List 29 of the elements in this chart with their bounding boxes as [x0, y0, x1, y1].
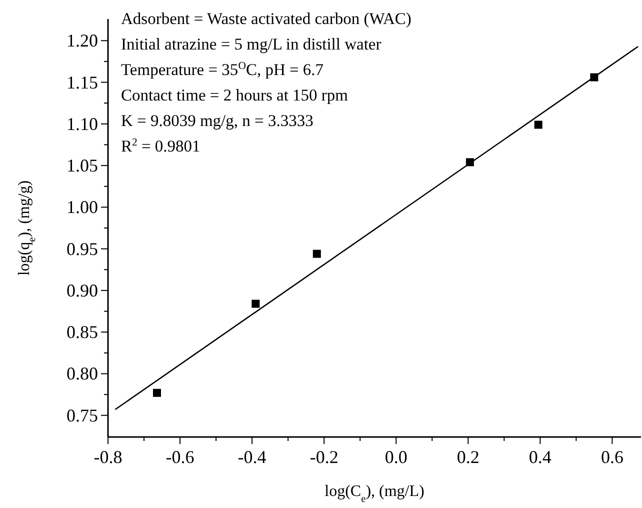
x-tick-label: -0.2 — [310, 447, 338, 467]
y-tick-label: 1.00 — [66, 197, 98, 218]
point — [534, 120, 542, 129]
annotation: R$^{2}$ = 0.9801 — [121, 136, 200, 156]
x-tick-label: -0.4 — [238, 447, 266, 467]
y-tick-label: 1.15 — [66, 72, 98, 92]
x-axis-title: log(C$_{e}$), (mg/L) — [324, 483, 424, 504]
annotation: Initial atrazine = 5 mg/L in distill water — [121, 34, 382, 54]
y-tick-label: 1.10 — [66, 114, 98, 134]
x-tick-label: 0.6 — [600, 447, 624, 467]
point — [252, 300, 260, 308]
annotation: Adsorbent = Waste activated carbon (WAC) — [121, 9, 412, 28]
annotation: Contact time = 2 hours at 150 rpm — [121, 86, 348, 104]
annotation: Temperature = 35$^{O}$C, pH = 6.7 — [121, 60, 324, 79]
point — [312, 250, 321, 258]
x-tick-label: 0.2 — [456, 447, 480, 467]
y-tick-label: 0.90 — [66, 280, 98, 300]
y-tick-label: 1.05 — [66, 156, 98, 176]
y-tick-label: 1.20 — [66, 30, 98, 51]
annotation: K = 9.8039 mg/g, n = 3.3333 — [121, 111, 314, 130]
x-tick-label: -0.8 — [94, 447, 122, 467]
y-tick-label: 0.80 — [66, 364, 98, 384]
point — [152, 388, 161, 397]
y-tick-label: 0.95 — [66, 238, 98, 259]
x-tick-label: 0.0 — [384, 447, 408, 467]
x-tick-label: -0.6 — [166, 447, 194, 467]
y-tick-label: 0.85 — [66, 322, 98, 342]
y-tick-label: 0.75 — [66, 405, 98, 426]
x-tick-label: 0.4 — [528, 447, 552, 467]
